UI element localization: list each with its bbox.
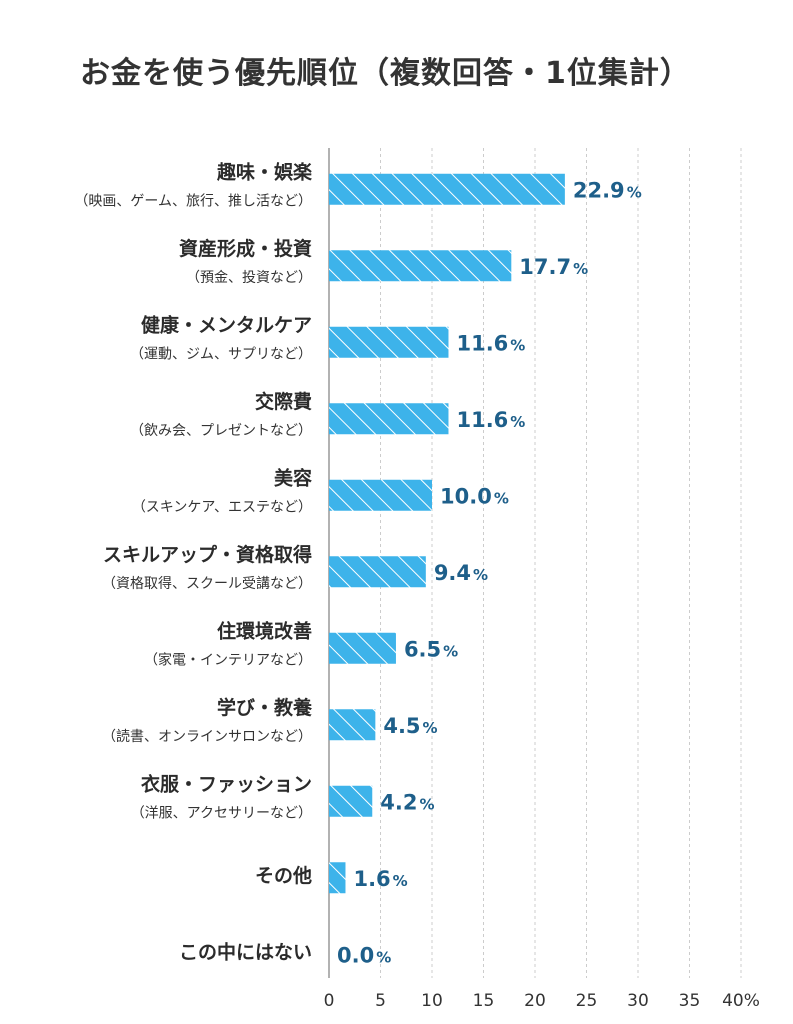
x-tick-label: 5 xyxy=(375,991,386,1011)
value-label: 11.6% xyxy=(456,331,525,355)
x-tick-label: 20 xyxy=(524,991,546,1011)
bar xyxy=(329,862,346,894)
category-label: その他 xyxy=(255,864,312,887)
category-label: 衣服・ファッション xyxy=(141,772,312,795)
value-label: 10.0% xyxy=(440,484,509,508)
x-tick-label: 10 xyxy=(421,991,443,1011)
category-label: 住環境改善 xyxy=(217,619,312,642)
category-sublabel: （預金、投資など） xyxy=(186,270,312,286)
value-label: 4.2% xyxy=(380,790,434,814)
bar xyxy=(329,250,512,282)
category-sublabel: （飲み会、プレゼントなど） xyxy=(130,423,312,439)
chart-title: お金を使う優先順位（複数回答・1位集計） xyxy=(80,56,691,91)
value-label: 0.0% xyxy=(337,943,391,967)
bar xyxy=(329,173,565,205)
x-tick-label: 0 xyxy=(324,991,335,1011)
value-label: 11.6% xyxy=(456,408,525,432)
value-label: 17.7% xyxy=(519,255,588,279)
bar xyxy=(329,403,449,435)
value-label: 22.9% xyxy=(573,178,642,202)
bar xyxy=(329,632,396,664)
category-sublabel: （資格取得、スクール受講など） xyxy=(102,575,312,592)
value-label: 6.5% xyxy=(404,637,458,661)
value-label: 1.6% xyxy=(353,867,407,891)
category-label: 学び・教養 xyxy=(217,696,313,719)
category-label: この中にはない xyxy=(179,940,312,963)
category-label: 資産形成・投資 xyxy=(179,237,312,260)
category-label: スキルアップ・資格取得 xyxy=(103,543,312,566)
x-tick-label: 15 xyxy=(473,991,495,1011)
category-sublabel: （運動、ジム、サプリなど） xyxy=(130,346,312,362)
category-label: 美容 xyxy=(274,466,312,489)
category-label: 趣味・娯楽 xyxy=(216,160,313,183)
x-tick-label: 35 xyxy=(679,991,701,1011)
category-label: 健康・メンタルケア xyxy=(141,313,312,336)
value-label: 4.5% xyxy=(383,714,437,738)
category-sublabel: （スキンケア、エステなど） xyxy=(132,499,312,515)
category-label: 交際費 xyxy=(255,390,312,413)
x-tick-label: 30 xyxy=(627,991,649,1011)
bar xyxy=(329,785,373,817)
category-sublabel: （映画、ゲーム、旅行、推し活など） xyxy=(74,193,312,209)
x-tick-label: 25 xyxy=(576,991,598,1011)
category-sublabel: （洋服、アクセサリーなど） xyxy=(131,805,312,821)
x-tick-label: 40% xyxy=(722,991,760,1011)
bar xyxy=(329,479,432,511)
value-label: 9.4% xyxy=(434,561,488,585)
bar xyxy=(329,556,426,588)
bar xyxy=(329,709,376,741)
category-sublabel: （読書、オンラインサロンなど） xyxy=(102,728,312,745)
bar xyxy=(329,326,449,358)
category-sublabel: （家電・インテリアなど） xyxy=(144,651,312,668)
